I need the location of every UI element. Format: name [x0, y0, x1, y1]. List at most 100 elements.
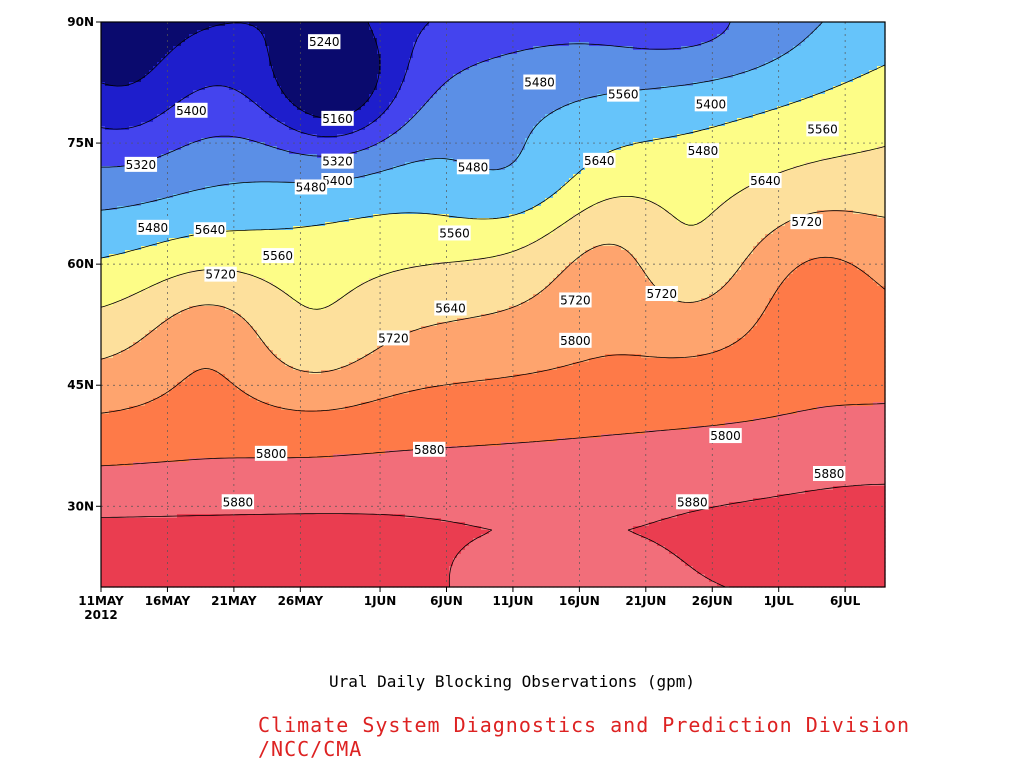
contour-cell	[353, 94, 358, 99]
contour-cell	[561, 62, 566, 67]
contour-cell	[457, 66, 462, 71]
contour-cell	[401, 110, 406, 115]
contour-cell	[453, 78, 458, 83]
contour-cell	[849, 46, 854, 51]
contour-cell	[381, 110, 386, 115]
contour-cell	[173, 30, 178, 35]
contour-cell	[789, 102, 794, 107]
contour-cell	[357, 114, 362, 119]
contour-cell	[473, 94, 478, 99]
contour-cell	[765, 78, 770, 83]
contour-cell	[113, 58, 118, 63]
contour-cell	[389, 98, 394, 103]
contour-cell	[121, 30, 126, 35]
contour-cell	[445, 122, 450, 127]
contour-cell	[809, 34, 814, 39]
contour-cell	[765, 22, 770, 27]
contour-cell	[405, 38, 410, 43]
contour-cell	[229, 90, 234, 95]
contour-cell	[469, 122, 474, 127]
contour-cell	[265, 22, 270, 27]
contour-cell	[245, 106, 250, 111]
contour-cell	[209, 110, 214, 115]
contour-cell	[741, 34, 746, 39]
contour-cell	[785, 66, 790, 71]
contour-cell	[837, 62, 842, 67]
contour-cell	[273, 118, 278, 123]
contour-cell	[393, 46, 398, 51]
contour-cell	[829, 78, 834, 83]
contour-cell	[605, 110, 610, 115]
contour-cell	[657, 94, 662, 99]
contour-cell	[477, 118, 482, 123]
contour-cell	[409, 34, 414, 39]
contour-cell	[877, 118, 882, 123]
contour-cell	[313, 74, 318, 79]
contour-cell	[857, 50, 862, 55]
contour-cell	[149, 94, 154, 99]
contour-cell	[433, 74, 438, 79]
contour-cell	[741, 50, 746, 55]
contour-cell	[505, 38, 510, 43]
contour-cell	[709, 50, 714, 55]
contour-cell	[269, 30, 274, 35]
contour-cell	[513, 82, 518, 87]
contour-cell	[437, 118, 442, 123]
contour-cell	[425, 90, 430, 95]
contour-cell	[261, 94, 266, 99]
contour-cell	[765, 62, 770, 67]
contour-cell	[653, 54, 658, 59]
contour-cell	[429, 78, 434, 83]
contour-cell	[853, 46, 858, 51]
contour-cell	[797, 82, 802, 87]
contour-cell	[373, 82, 378, 87]
contour-cell	[609, 118, 614, 123]
contour-cell	[621, 62, 626, 67]
contour-cell	[413, 58, 418, 63]
contour-cell	[301, 34, 306, 39]
contour-cell	[445, 78, 450, 83]
contour-cell	[769, 34, 774, 39]
contour-cell	[133, 118, 138, 123]
contour-cell	[801, 94, 806, 99]
contour-cell	[241, 90, 246, 95]
contour-cell	[409, 74, 414, 79]
contour-cell	[545, 38, 550, 43]
contour-cell	[381, 122, 386, 127]
contour-cell	[109, 30, 114, 35]
contour-cell	[469, 114, 474, 119]
contour-cell	[645, 114, 650, 119]
contour-cell	[869, 58, 874, 63]
contour-cell	[573, 66, 578, 71]
contour-cell	[201, 62, 206, 67]
contour-cell	[581, 34, 586, 39]
contour-cell	[857, 82, 862, 87]
contour-cell	[121, 66, 126, 71]
contour-cell	[821, 102, 826, 107]
contour-cell	[841, 110, 846, 115]
contour-cell	[717, 78, 722, 83]
contour-cell	[237, 70, 242, 75]
contour-cell	[661, 98, 666, 103]
contour-cell	[197, 98, 202, 103]
contour-cell	[401, 46, 406, 51]
contour-cell	[181, 94, 186, 99]
contour-cell	[673, 94, 678, 99]
contour-cell	[717, 90, 722, 95]
contour-cell	[729, 30, 734, 35]
contour-cell	[261, 54, 266, 59]
contour-cell	[233, 46, 238, 51]
contour-cell	[741, 46, 746, 51]
contour-cell	[245, 30, 250, 35]
contour-cell	[105, 30, 110, 35]
contour-cell	[841, 30, 846, 35]
contour-cell	[809, 110, 814, 115]
contour-cell	[125, 82, 130, 87]
contour-cell	[597, 86, 602, 91]
contour-cell	[393, 50, 398, 55]
contour-cell	[577, 22, 582, 27]
contour-cell	[573, 110, 578, 115]
contour-cell	[649, 22, 654, 27]
contour-cell	[797, 86, 802, 91]
contour-cell	[589, 54, 594, 59]
